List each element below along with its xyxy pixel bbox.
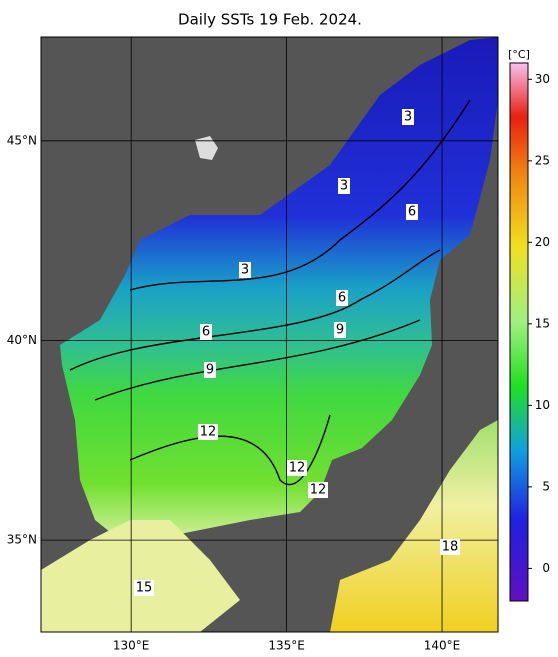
lake [195,136,218,160]
lat-label: 40°N [7,333,37,347]
contour-label: 15 [136,581,153,596]
contour-label: 12 [289,461,306,476]
contour-line [69,249,441,371]
colorbar-label: 10 [535,398,550,412]
contour-label-box [198,424,218,440]
sea-of-japan [60,37,498,540]
lon-label: 140°E [424,639,461,653]
contour-label: 18 [442,540,459,555]
contour-label: 6 [408,205,416,220]
contour-line [129,99,471,291]
title: Daily SSTs 19 Feb. 2024. [178,11,362,29]
contour-label-box [287,460,307,476]
contour-label-box [440,539,460,555]
contour-label: 6 [338,291,346,306]
colorbar-label: 0 [542,561,550,575]
colorbar-label: 15 [535,316,550,330]
contour-label: 3 [340,179,348,194]
lon-label: 135°E [268,639,305,653]
map-area [41,37,498,632]
contour-label: 9 [206,363,214,378]
colorbar [509,62,529,602]
contour-label-box [204,362,216,378]
colorbar-label: 25 [535,153,550,167]
lon-label: 130°E [113,639,150,653]
contour-label: 9 [336,323,344,338]
contour-label-box [336,290,348,306]
colorbar-label: 20 [535,235,550,249]
contour-line [94,319,421,401]
contour-label: 6 [202,325,210,340]
contour-label: 3 [241,263,249,278]
lat-label: 45°N [7,133,37,147]
contour-label-box [200,324,212,340]
lat-label: 35°N [7,533,37,547]
map-frame [40,36,499,633]
pacific [330,420,498,632]
colorbar-label: 5 [542,479,550,493]
contour-label-box [239,262,251,278]
contour-label: 12 [310,483,327,498]
contour-label-box [334,322,346,338]
contour-label-box [406,204,418,220]
contour-label: 12 [200,425,217,440]
colorbar-unit: [°C] [508,48,530,61]
contour-line [129,414,331,486]
contour-label-box [308,482,328,498]
contour-label-box [338,178,350,194]
east-china-sea [41,520,240,632]
contour-label-box [134,580,154,596]
colorbar-label: 30 [535,72,550,86]
contour-label-box [402,109,414,125]
contour-label: 3 [404,110,412,125]
